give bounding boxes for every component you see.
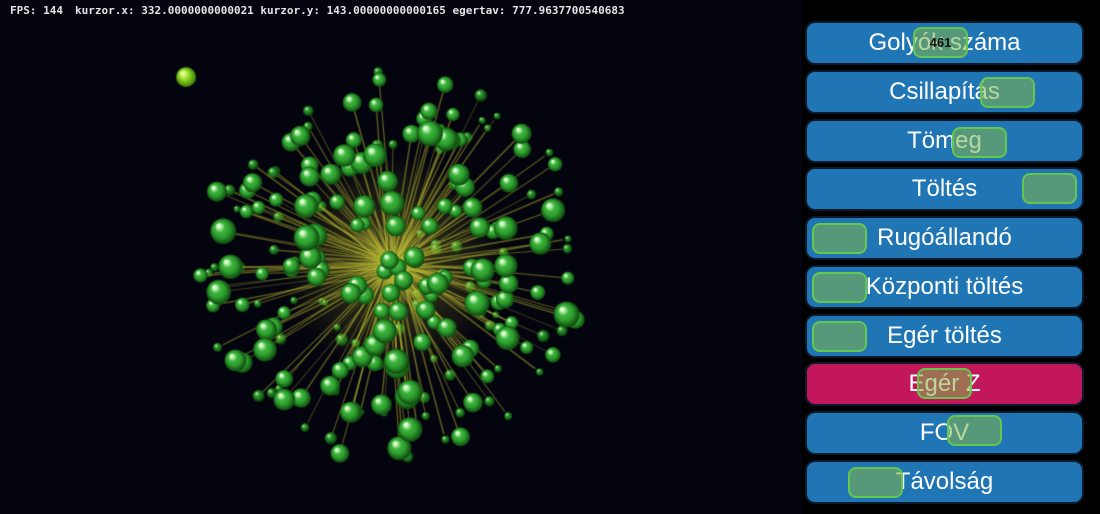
simulation-viewport: FPS: 144 kurzor.x: 332.0000000000021 kur… xyxy=(0,0,802,514)
input-tomeg[interactable] xyxy=(952,127,1007,158)
input-rugoallando[interactable] xyxy=(812,223,867,254)
button-label-kozponti-toltes: Központi töltés xyxy=(865,273,1024,300)
button-label-toltes: Töltés xyxy=(911,175,978,202)
control-panel: Golyók száma Csillapítás Tömeg Töltés Ru… xyxy=(802,0,1100,514)
button-rugoallando[interactable]: Rugóállandó xyxy=(805,216,1084,260)
input-kozponti-toltes[interactable] xyxy=(812,272,867,303)
status-bar: FPS: 144 kurzor.x: 332.0000000000021 kur… xyxy=(0,4,802,18)
button-label-tavolsag: Távolság xyxy=(895,468,994,495)
button-toltes[interactable]: Töltés xyxy=(805,167,1084,211)
button-eger-toltes[interactable]: Egér töltés xyxy=(805,314,1084,358)
input-eger-z[interactable] xyxy=(917,368,972,399)
button-eger-z[interactable]: Egér Z xyxy=(805,362,1084,406)
button-label-rugoallando: Rugóállandó xyxy=(877,224,1012,251)
button-tomeg[interactable]: Tömeg xyxy=(805,119,1084,163)
button-kozponti-toltes[interactable]: Központi töltés xyxy=(805,265,1084,309)
button-fov[interactable]: FOV xyxy=(805,411,1084,455)
button-tavolsag[interactable]: Távolság xyxy=(805,460,1084,504)
button-csillapitas[interactable]: Csillapítás xyxy=(805,70,1084,114)
input-golyok-szama[interactable] xyxy=(913,27,968,58)
input-fov[interactable] xyxy=(947,415,1002,446)
button-label-eger-toltes: Egér töltés xyxy=(887,322,1002,349)
simulation-canvas[interactable] xyxy=(0,0,802,514)
input-toltes[interactable] xyxy=(1022,173,1077,204)
input-csillapitas[interactable] xyxy=(980,77,1035,108)
input-eger-toltes[interactable] xyxy=(812,321,867,352)
button-golyok-szama[interactable]: Golyók száma xyxy=(805,21,1084,65)
input-tavolsag[interactable] xyxy=(848,467,903,498)
fps-readout: FPS: 144 xyxy=(10,4,63,17)
cursor-readout: kurzor.x: 332.0000000000021 kurzor.y: 14… xyxy=(75,4,625,17)
